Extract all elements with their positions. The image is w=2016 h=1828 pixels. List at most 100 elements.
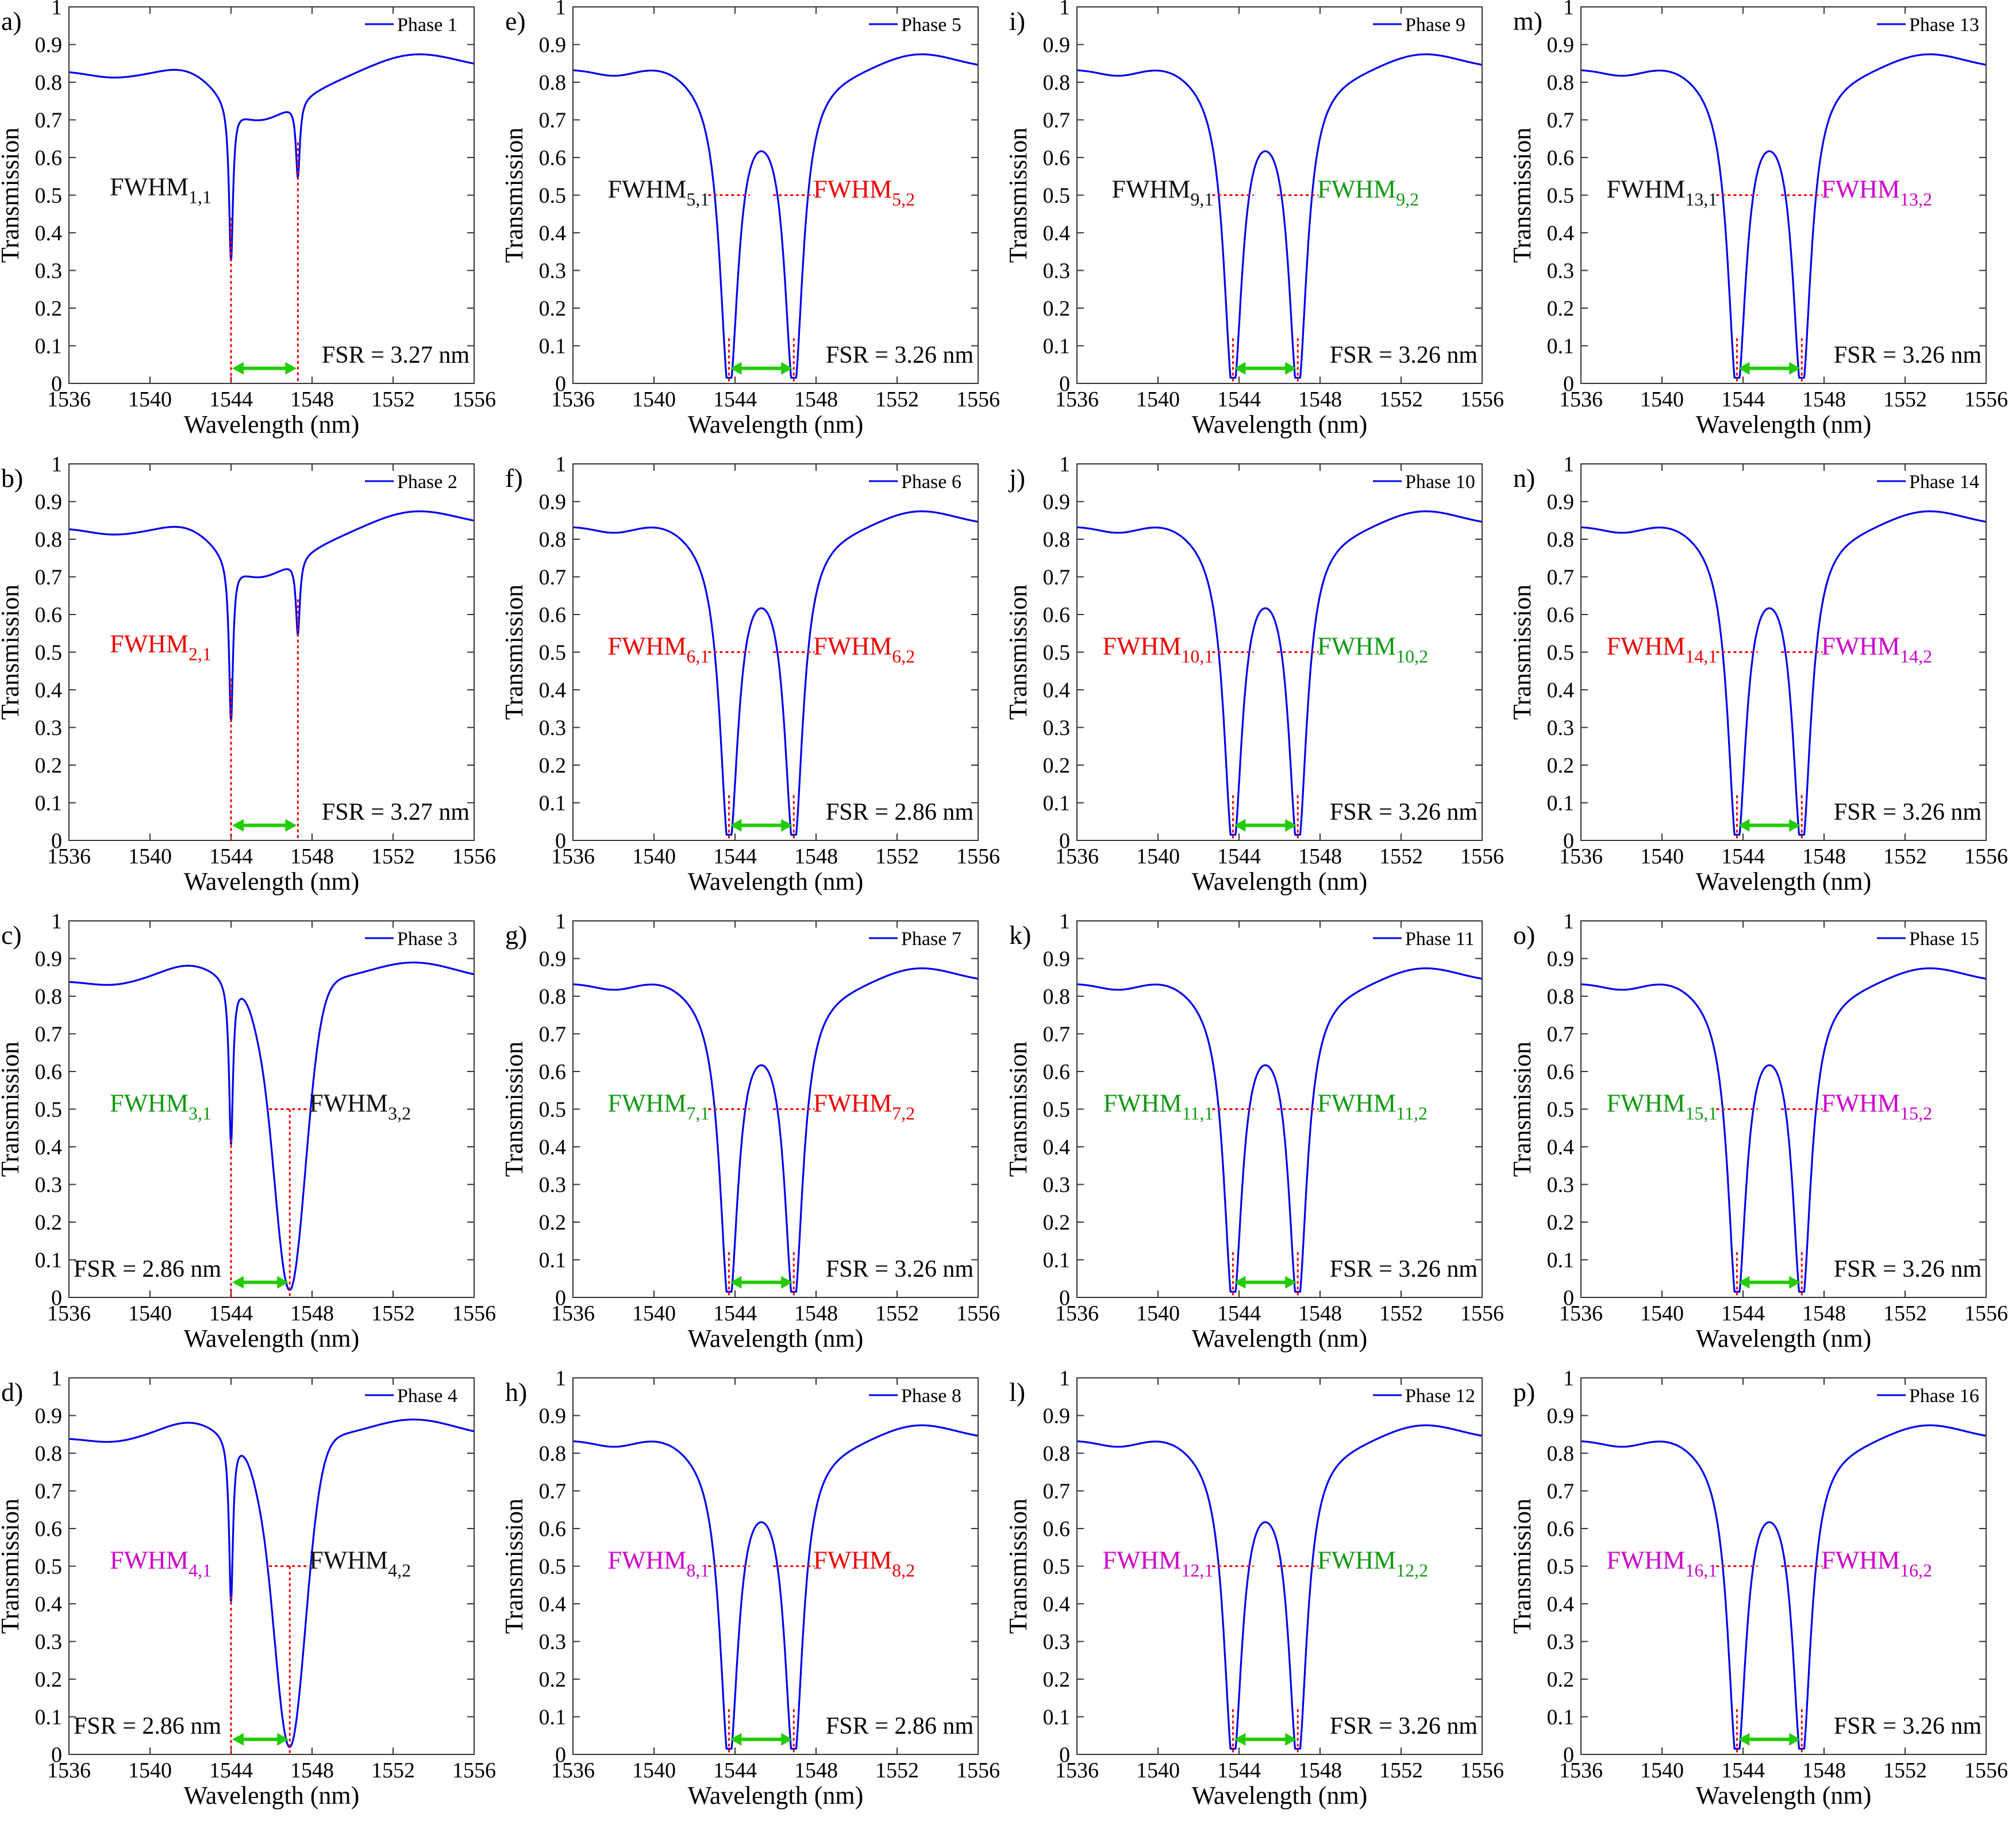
y-tick-label: 0.6 [35,603,63,627]
fwhm-label-subscript: 11,2 [1396,1103,1428,1124]
y-tick-label: 0.5 [35,184,63,208]
fsr-label: FSR = 3.26 nm [1330,799,1478,825]
y-tick-label: 1 [555,452,566,477]
fwhm-label-base: FWHM [110,1546,188,1574]
x-tick-label: 1540 [632,1301,676,1326]
fsr-arrow-head [781,819,793,832]
fwhm-label-subscript: 16,1 [1685,1560,1717,1581]
y-tick-label: 1 [1563,1366,1574,1391]
panel-6: 1536 1540 1544 1548 1552 1556 0 0.1 0.2 0.3 0.4 0.5… [500,452,1000,896]
y-tick-label: 0.3 [1547,1173,1575,1197]
y-tick-label: 0 [51,1743,62,1767]
y-tick-label: 0.2 [1547,1668,1575,1692]
y-tick-label: 1 [1059,909,1070,934]
fwhm-label: FWHM7,2 [813,1089,915,1124]
y-tick-label: 0.2 [1043,1211,1071,1235]
fsr-label: FSR = 2.86 nm [74,1256,221,1282]
x-tick-label: 1544 [209,1301,253,1326]
y-tick-label: 0 [1059,829,1070,853]
x-tick-label: 1548 [1298,1301,1342,1326]
y-tick-label: 0.1 [1547,335,1575,359]
y-tick-label: 0.1 [539,1706,567,1730]
x-tick-label: 1544 [1721,387,1765,412]
y-tick-label: 0.7 [539,1023,567,1047]
fsr-label: FSR = 3.26 nm [1330,342,1478,368]
y-axis-label: Transmission [1004,585,1032,720]
fwhm-label-subscript: 4,1 [188,1560,211,1581]
fwhm-label: FWHM4,1 [110,1546,211,1581]
y-tick-label: 0.1 [539,1249,567,1273]
fwhm-label-base: FWHM [110,630,188,658]
fsr-arrow-head [730,819,742,832]
fwhm-label-base: FWHM [608,175,687,203]
y-tick-label: 0.7 [35,109,63,133]
fwhm-label-base: FWHM [1317,1546,1396,1574]
x-tick-label: 1548 [1802,844,1846,869]
y-tick-label: 0.7 [1043,1480,1071,1504]
y-tick-label: 0.7 [539,1480,567,1504]
fwhm-label-base: FWHM [1821,1089,1900,1117]
fsr-arrow-head [1234,819,1246,832]
x-tick-label: 1540 [632,844,676,869]
series-line [572,53,979,379]
y-axis-label: Transmission [1508,585,1536,720]
x-axis-label: Wavelength (nm) [184,867,360,896]
y-tick-label: 0.3 [1547,1630,1575,1654]
fwhm-label: FWHM15,1 [1607,1089,1718,1124]
x-tick-label: 1552 [371,387,415,412]
fwhm-label-base: FWHM [813,1546,892,1574]
fwhm-label: FWHM15,2 [1821,1089,1932,1124]
fwhm-label-subscript: 2,1 [188,644,211,665]
y-tick-label: 1 [51,0,62,20]
x-tick-label: 1556 [1460,1301,1504,1326]
series-line [69,961,475,1291]
fsr-arrow-head [1285,1276,1297,1289]
x-tick-label: 1540 [1136,1758,1180,1783]
y-tick-label: 0.6 [1043,1517,1071,1541]
panel-14: 1536 1540 1544 1548 1552 1556 0 0.1 0.2 0.3 0.4 0.5… [1508,452,2008,896]
fwhm-label: FWHM16,1 [1607,1546,1718,1581]
fwhm-label: FWHM1,1 [110,173,211,208]
y-tick-label: 0.7 [1043,1023,1071,1047]
y-tick-label: 0.7 [35,1023,63,1047]
fwhm-label: FWHM5,2 [813,175,915,210]
fwhm-label: FWHM5,1 [608,175,710,210]
series-line [572,510,979,836]
y-tick-label: 0.9 [1547,1404,1575,1428]
panel-3: 1536 1540 1544 1548 1552 1556 0 0.1 0.2 0.3 0.4 0.5… [0,909,496,1353]
fsr-arrow-head [730,1276,742,1289]
x-tick-label: 1544 [209,387,253,412]
fwhm-label-base: FWHM [1112,175,1191,203]
y-tick-label: 0.7 [1547,1480,1575,1504]
x-tick-label: 1552 [1379,387,1423,412]
y-tick-label: 1 [51,1366,62,1391]
x-tick-label: 1544 [1721,1758,1765,1783]
x-tick-label: 1536 [1055,1758,1099,1783]
y-tick-label: 0.2 [1547,1211,1575,1235]
panel-2: 1536 1540 1544 1548 1552 1556 0 0.1 0.2 0.3 0.4 0.5… [0,452,496,896]
y-tick-label: 1 [555,1366,566,1391]
fwhm-label-subscript: 13,1 [1685,189,1717,210]
x-tick-label: 1536 [551,844,595,869]
y-tick-label: 0 [1563,1743,1574,1767]
fwhm-label: FWHM8,2 [813,1546,915,1581]
fsr-arrow-head [730,1733,742,1746]
y-tick-label: 1 [51,909,62,934]
y-tick-label: 0.4 [35,1135,63,1159]
y-tick-label: 0.8 [35,985,63,1009]
x-tick-label: 1540 [632,1758,676,1783]
x-tick-label: 1544 [713,1301,757,1326]
y-axis-label: Transmission [500,585,528,720]
panel-11: 1536 1540 1544 1548 1552 1556 0 0.1 0.2 0.3 0.4 0.5… [1004,909,1504,1353]
panel-letter: m) [1513,6,1542,36]
panel-letter: d) [1,1377,23,1407]
fwhm-label-subscript: 8,2 [892,1560,915,1581]
panel-letter: l) [1009,1377,1025,1407]
y-tick-label: 0.1 [1547,792,1575,816]
x-tick-label: 1548 [1298,1758,1342,1783]
fsr-label: FSR = 2.86 nm [826,799,974,825]
x-tick-label: 1544 [209,844,253,869]
y-tick-label: 0.4 [1043,678,1071,702]
x-tick-label: 1552 [875,387,919,412]
y-tick-label: 0.4 [1043,221,1071,245]
